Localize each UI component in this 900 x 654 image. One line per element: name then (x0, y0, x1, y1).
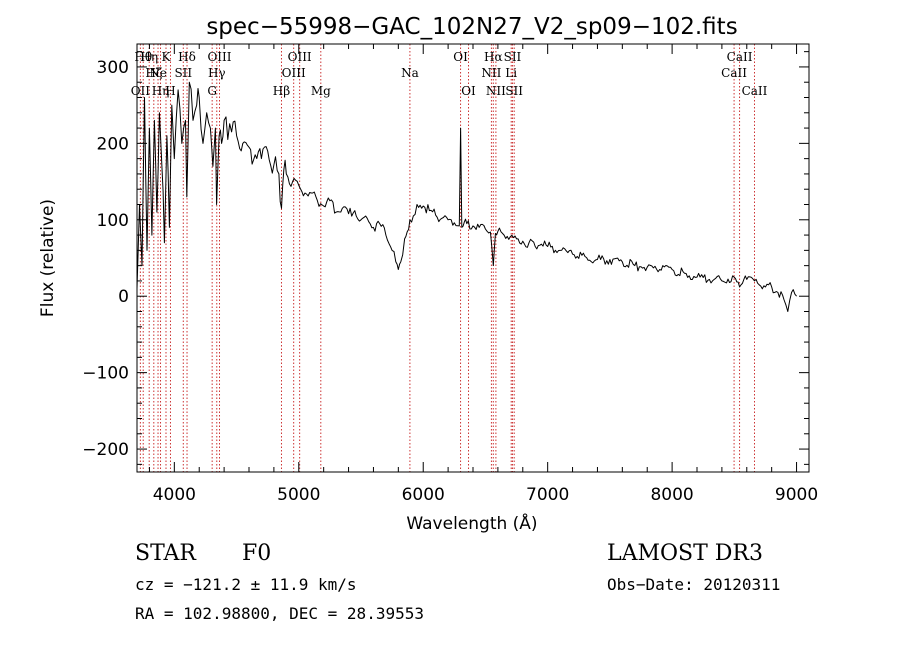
x-axis-label: Wavelength (Å) (406, 512, 537, 534)
line-label-3: Hζ (145, 66, 162, 80)
line-label-5: Hη (152, 84, 170, 98)
line-label-16: Mg (311, 84, 331, 98)
survey-name: LAMOST DR3 (607, 541, 763, 566)
line-label-21: Hα (484, 50, 503, 64)
spectrum-info: STAR F0 LAMOST DR3 cz = −121.2 ± 11.9 km… (135, 541, 780, 623)
line-label-11: Hγ (208, 66, 226, 80)
plot-frame (136, 43, 810, 473)
spectral-line-markers (139, 44, 755, 472)
y-tick-label-2: 0 (118, 287, 129, 307)
line-label-28: CaII (742, 84, 768, 98)
object-subclass: F0 (242, 541, 271, 566)
line-label-9: Hδ (178, 50, 196, 64)
x-tick-label-4: 8000 (650, 485, 693, 505)
x-tick-label-0: 4000 (153, 485, 196, 505)
line-label-8: SII (174, 66, 192, 80)
line-label-7: H (165, 84, 175, 98)
x-tick-label-5: 9000 (775, 485, 818, 505)
x-tick-label-1: 5000 (277, 485, 320, 505)
y-tick-label-1: −100 (82, 364, 129, 384)
flux-line (136, 81, 797, 312)
line-label-4: Ne (149, 66, 167, 80)
chart-title: spec−55998−GAC_102N27_V2_sp09−102.fits (206, 14, 737, 40)
line-label-22: NII (486, 84, 506, 98)
line-label-17: Na (401, 66, 419, 80)
y-tick-label-3: 100 (97, 211, 129, 231)
line-label-15: OIII (288, 50, 312, 64)
spectral-line-labels: OIIHθHηHζNeHηKHSIIHδGHγOIIIHβOIIIOIIIMgN… (131, 50, 768, 98)
line-label-20: NII (481, 66, 501, 80)
line-label-14: OIII (282, 66, 306, 80)
line-label-13: Hβ (273, 84, 290, 98)
y-axis-label: Flux (relative) (38, 199, 58, 317)
y-tick-label-5: 300 (97, 58, 129, 78)
y-tick-label-0: −200 (82, 440, 129, 460)
line-label-2: Hη (140, 50, 158, 64)
line-label-24: SII (504, 50, 522, 64)
line-label-1: Hθ (134, 50, 152, 64)
x-tick-label-2: 6000 (402, 485, 445, 505)
line-label-25: SII (505, 84, 523, 98)
line-label-6: K (162, 50, 172, 64)
line-label-12: OIII (207, 50, 231, 64)
axis-ticks: 4000 5000 6000 7000 8000 9000 −200 −100 0 100 200 3… (82, 44, 818, 505)
line-label-23: Li (505, 66, 517, 80)
observation-date: Obs−Date: 20120311 (607, 575, 780, 594)
line-label-27: CaII (727, 50, 753, 64)
x-tick-label-3: 7000 (526, 485, 569, 505)
coordinates: RA = 102.98800, DEC = 28.39553 (135, 604, 424, 623)
line-label-18: OI (453, 50, 468, 64)
object-class: STAR (135, 541, 197, 566)
radial-velocity: cz = −121.2 ± 11.9 km/s (135, 575, 357, 594)
line-label-26: CaII (721, 66, 747, 80)
spectrum-series (136, 81, 797, 312)
line-label-0: OII (131, 84, 151, 98)
line-label-10: G (207, 84, 217, 98)
y-tick-label-4: 200 (97, 134, 129, 154)
line-label-19: OI (461, 84, 476, 98)
